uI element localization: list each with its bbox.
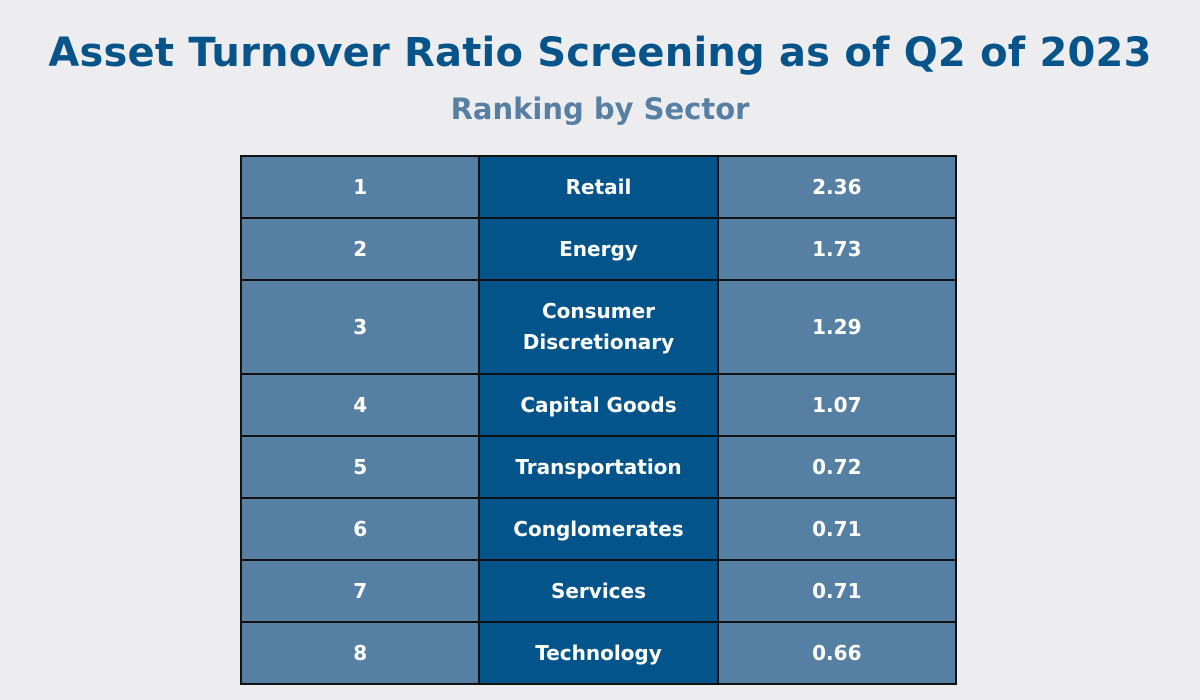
table-row: 4 Capital Goods 1.07 xyxy=(239,373,958,437)
sector-cell: Transportation xyxy=(478,435,719,499)
chart-title: Asset Turnover Ratio Screening as of Q2 … xyxy=(48,30,1152,76)
chart-subtitle: Ranking by Sector xyxy=(450,92,750,126)
sector-cell: Technology xyxy=(478,621,719,685)
ratio-cell: 0.71 xyxy=(716,559,958,623)
ratio-cell: 0.66 xyxy=(716,621,958,685)
rank-cell: 8 xyxy=(239,621,481,685)
rank-cell: 1 xyxy=(239,155,481,219)
sector-cell: Consumer Discretionary xyxy=(478,279,719,375)
ranking-table: 1 Retail 2.36 2 Energy 1.73 3 Consumer D… xyxy=(239,155,958,685)
sector-cell: Retail xyxy=(478,155,719,219)
table-row: 1 Retail 2.36 xyxy=(239,155,958,219)
sector-cell: Energy xyxy=(478,217,719,281)
table-row: 8 Technology 0.66 xyxy=(239,621,958,685)
sector-cell: Services xyxy=(478,559,719,623)
rank-cell: 4 xyxy=(239,373,481,437)
ratio-cell: 0.71 xyxy=(716,497,958,561)
sector-cell: Conglomerates xyxy=(478,497,719,561)
ratio-cell: 1.07 xyxy=(716,373,958,437)
ratio-cell: 1.73 xyxy=(716,217,958,281)
table-row: 3 Consumer Discretionary 1.29 xyxy=(239,279,958,375)
table-row: 2 Energy 1.73 xyxy=(239,217,958,281)
rank-cell: 6 xyxy=(239,497,481,561)
ratio-cell: 2.36 xyxy=(716,155,958,219)
ratio-cell: 1.29 xyxy=(716,279,958,375)
rank-cell: 7 xyxy=(239,559,481,623)
table-row: 7 Services 0.71 xyxy=(239,559,958,623)
table-row: 6 Conglomerates 0.71 xyxy=(239,497,958,561)
rank-cell: 2 xyxy=(239,217,481,281)
sector-cell: Capital Goods xyxy=(478,373,719,437)
rank-cell: 5 xyxy=(239,435,481,499)
rank-cell: 3 xyxy=(239,279,481,375)
ratio-cell: 0.72 xyxy=(716,435,958,499)
table-row: 5 Transportation 0.72 xyxy=(239,435,958,499)
